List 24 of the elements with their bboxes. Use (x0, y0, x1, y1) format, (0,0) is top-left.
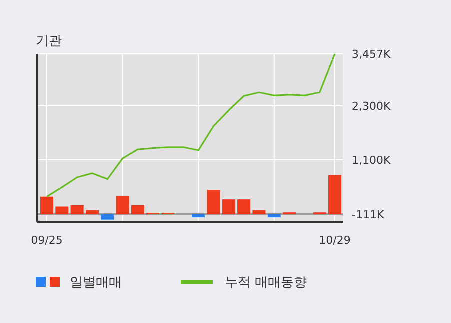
bar (328, 175, 342, 214)
y-tick-label: 1,100K (352, 154, 392, 167)
x-tick-label: 09/25 (31, 234, 63, 247)
y-tick-label: -111K (352, 208, 385, 222)
bar (40, 196, 54, 214)
bar (131, 205, 144, 214)
bar (222, 200, 236, 214)
bar (207, 190, 220, 214)
bar (268, 214, 281, 218)
bar (252, 210, 266, 214)
bar (192, 214, 206, 218)
bar (238, 200, 251, 214)
bar (70, 205, 84, 214)
x-tick-label: 10/29 (319, 234, 351, 247)
bar (56, 206, 69, 214)
bar (101, 214, 114, 220)
bar (86, 210, 99, 214)
y-tick-label: 3,457K (352, 48, 392, 61)
bar (116, 196, 130, 214)
legend-label: 일별매매 (70, 276, 122, 291)
y-tick-label: 2,300K (352, 100, 392, 113)
legend-label: 누적 매매동향 (225, 276, 308, 291)
chart-title: 기관 (36, 34, 62, 49)
line-series (46, 53, 336, 198)
